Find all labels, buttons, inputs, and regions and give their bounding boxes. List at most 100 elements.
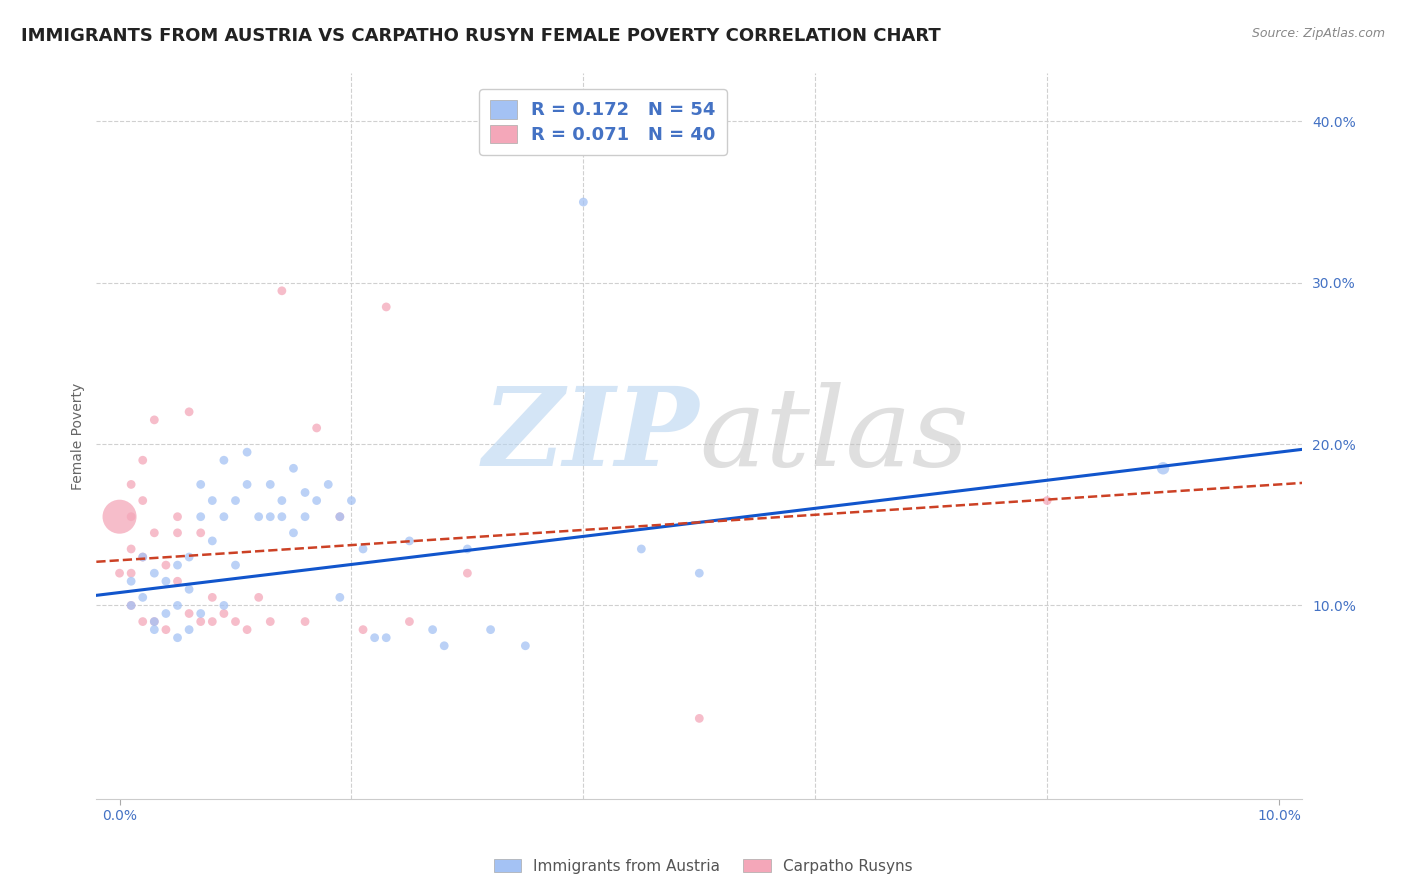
Point bbox=[456, 566, 478, 581]
Point bbox=[479, 623, 502, 637]
Point bbox=[247, 509, 270, 524]
Text: Source: ZipAtlas.com: Source: ZipAtlas.com bbox=[1251, 27, 1385, 40]
Point bbox=[212, 453, 235, 467]
Point bbox=[143, 566, 166, 581]
Point bbox=[201, 533, 224, 548]
Point bbox=[166, 631, 188, 645]
Point bbox=[190, 477, 212, 491]
Point bbox=[166, 574, 188, 589]
Point bbox=[143, 623, 166, 637]
Point bbox=[305, 421, 328, 435]
Point bbox=[190, 525, 212, 540]
Point bbox=[283, 525, 305, 540]
Point bbox=[688, 566, 710, 581]
Point bbox=[143, 615, 166, 629]
Point bbox=[630, 541, 652, 556]
Point bbox=[224, 493, 246, 508]
Point bbox=[179, 623, 201, 637]
Point bbox=[166, 599, 188, 613]
Point bbox=[120, 574, 142, 589]
Point bbox=[132, 453, 155, 467]
Point bbox=[456, 541, 478, 556]
Point bbox=[398, 615, 420, 629]
Point bbox=[259, 477, 281, 491]
Point bbox=[283, 461, 305, 475]
Text: atlas: atlas bbox=[699, 383, 969, 490]
Point bbox=[572, 195, 595, 210]
Point bbox=[329, 509, 352, 524]
Point bbox=[190, 509, 212, 524]
Point bbox=[270, 284, 292, 298]
Point bbox=[352, 541, 374, 556]
Point bbox=[166, 509, 188, 524]
Y-axis label: Female Poverty: Female Poverty bbox=[72, 383, 86, 490]
Point bbox=[190, 615, 212, 629]
Point bbox=[688, 711, 710, 725]
Point bbox=[201, 615, 224, 629]
Point bbox=[270, 493, 292, 508]
Point bbox=[398, 533, 420, 548]
Point bbox=[132, 549, 155, 564]
Point bbox=[108, 509, 131, 524]
Point bbox=[179, 549, 201, 564]
Point bbox=[270, 509, 292, 524]
Point bbox=[1152, 461, 1174, 475]
Point bbox=[224, 558, 246, 573]
Point bbox=[363, 631, 385, 645]
Point bbox=[120, 599, 142, 613]
Point bbox=[179, 405, 201, 419]
Point bbox=[259, 509, 281, 524]
Point bbox=[212, 599, 235, 613]
Point bbox=[294, 485, 316, 500]
Point bbox=[201, 591, 224, 605]
Point bbox=[155, 607, 177, 621]
Point bbox=[132, 493, 155, 508]
Point bbox=[236, 477, 259, 491]
Point bbox=[155, 574, 177, 589]
Point bbox=[236, 623, 259, 637]
Point bbox=[179, 607, 201, 621]
Point bbox=[120, 509, 142, 524]
Point bbox=[515, 639, 537, 653]
Point bbox=[1036, 493, 1059, 508]
Point bbox=[316, 477, 339, 491]
Point bbox=[179, 582, 201, 597]
Point bbox=[224, 615, 246, 629]
Point bbox=[294, 509, 316, 524]
Point bbox=[329, 591, 352, 605]
Point bbox=[375, 300, 398, 314]
Point bbox=[143, 615, 166, 629]
Point bbox=[108, 566, 131, 581]
Point bbox=[155, 558, 177, 573]
Point bbox=[340, 493, 363, 508]
Point bbox=[259, 615, 281, 629]
Legend: R = 0.172   N = 54, R = 0.071   N = 40: R = 0.172 N = 54, R = 0.071 N = 40 bbox=[479, 89, 727, 155]
Text: ZIP: ZIP bbox=[482, 383, 699, 490]
Point bbox=[166, 558, 188, 573]
Point bbox=[120, 599, 142, 613]
Point bbox=[143, 525, 166, 540]
Point bbox=[120, 541, 142, 556]
Point bbox=[155, 623, 177, 637]
Point bbox=[212, 607, 235, 621]
Text: IMMIGRANTS FROM AUSTRIA VS CARPATHO RUSYN FEMALE POVERTY CORRELATION CHART: IMMIGRANTS FROM AUSTRIA VS CARPATHO RUSY… bbox=[21, 27, 941, 45]
Point bbox=[201, 493, 224, 508]
Point bbox=[166, 525, 188, 540]
Point bbox=[294, 615, 316, 629]
Point bbox=[375, 631, 398, 645]
Legend: Immigrants from Austria, Carpatho Rusyns: Immigrants from Austria, Carpatho Rusyns bbox=[488, 853, 918, 880]
Point bbox=[132, 591, 155, 605]
Point bbox=[352, 623, 374, 637]
Point bbox=[132, 549, 155, 564]
Point bbox=[247, 591, 270, 605]
Point bbox=[236, 445, 259, 459]
Point bbox=[143, 413, 166, 427]
Point bbox=[433, 639, 456, 653]
Point bbox=[422, 623, 444, 637]
Point bbox=[120, 566, 142, 581]
Point bbox=[120, 477, 142, 491]
Point bbox=[329, 509, 352, 524]
Point bbox=[212, 509, 235, 524]
Point bbox=[190, 607, 212, 621]
Point bbox=[305, 493, 328, 508]
